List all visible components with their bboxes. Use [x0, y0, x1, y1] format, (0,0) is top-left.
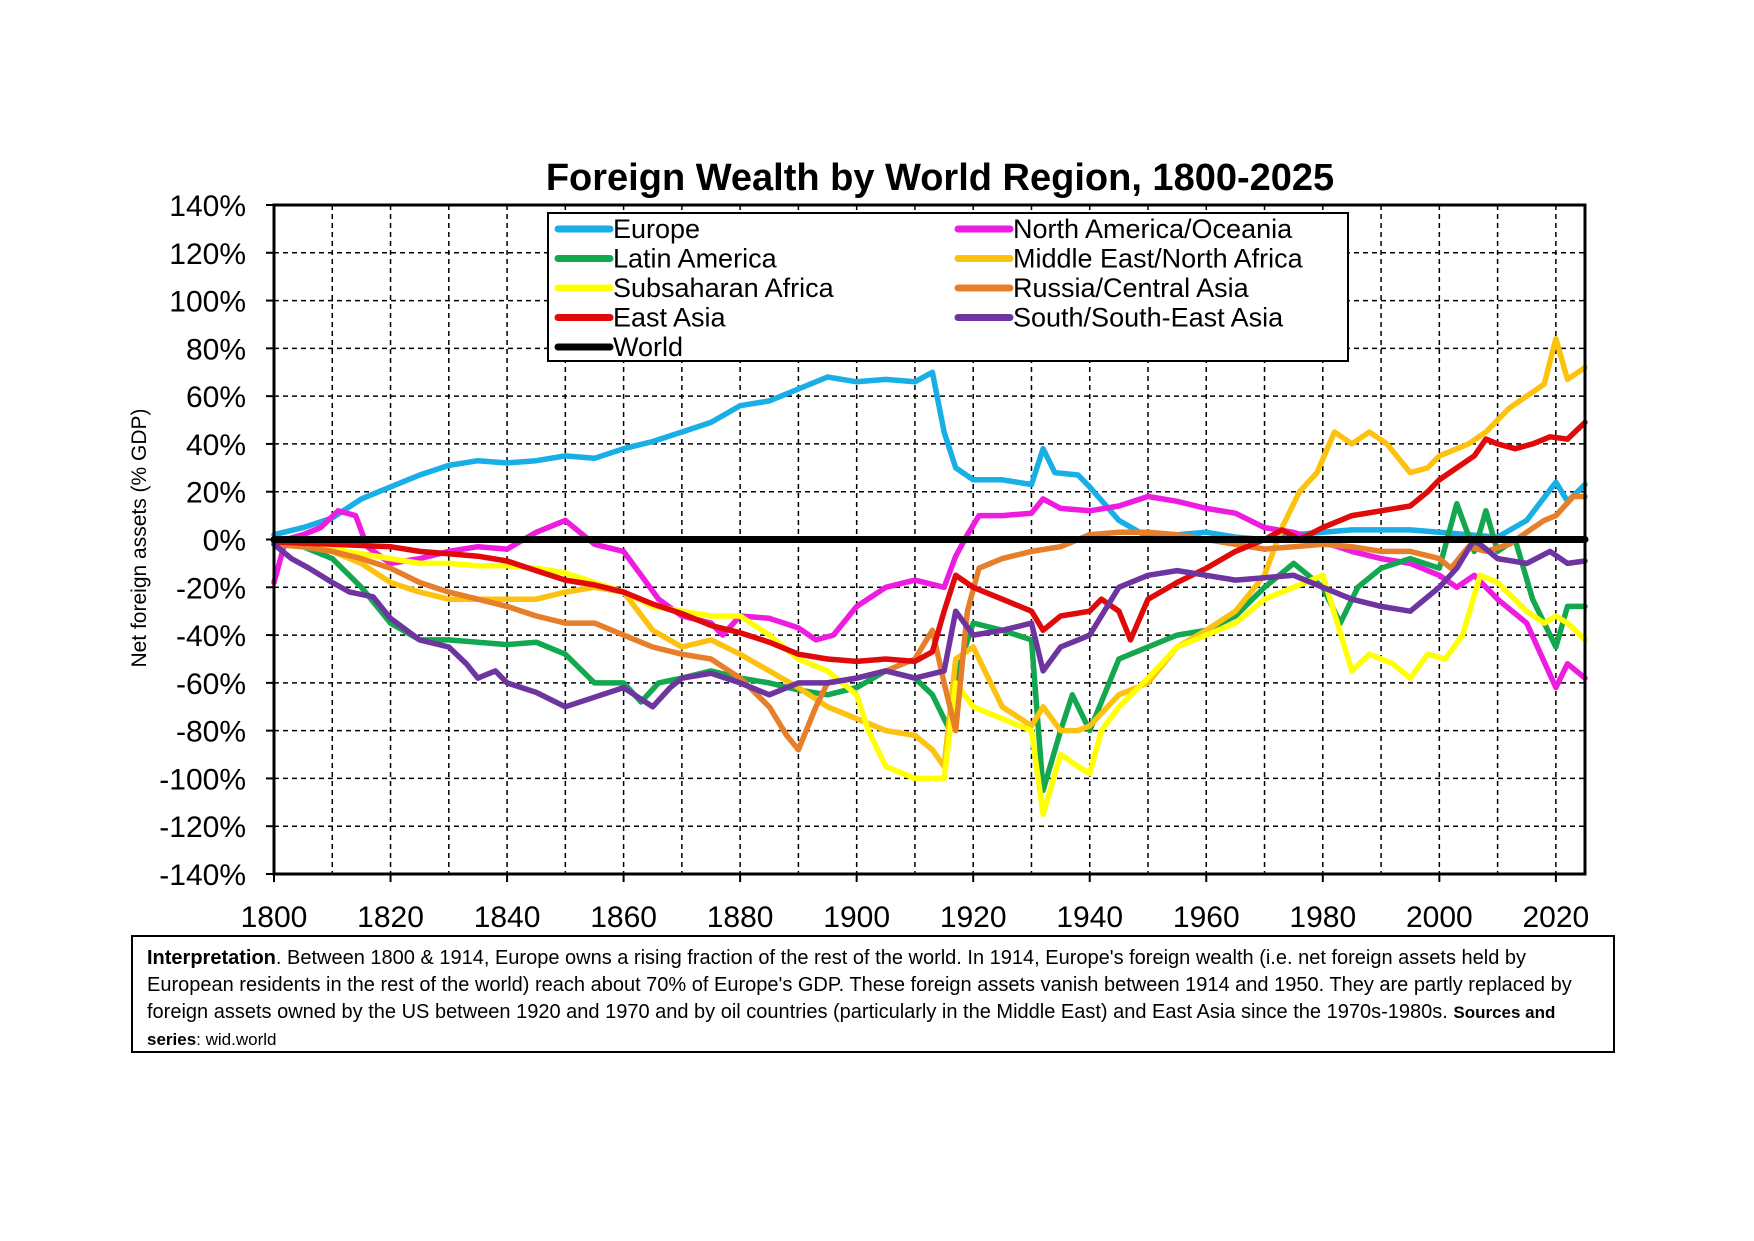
x-tick-label: 1840 [474, 901, 541, 934]
series-lines [271, 336, 1588, 818]
y-tick-label: 140% [169, 190, 246, 223]
sources-value: : wid.world [196, 1030, 277, 1049]
x-tick-label: 1920 [940, 901, 1007, 934]
y-tick-label: -100% [159, 763, 246, 796]
x-tick-label: 1940 [1056, 901, 1123, 934]
y-tick-label: -40% [176, 620, 246, 653]
x-tick-label: 1900 [823, 901, 890, 934]
y-tick-label: -140% [159, 859, 246, 892]
y-tick-label: 80% [186, 333, 246, 366]
x-tick-label: 2000 [1406, 901, 1473, 934]
x-tick-label: 2020 [1522, 901, 1589, 934]
legend-label-middle-east-north-africa: Middle East/North Africa [1013, 244, 1304, 274]
y-axis-tick-labels: 140% 120% 100% 80% 60% 40% 20% 0% -20% -40% -60% -8… [159, 190, 274, 892]
y-axis-label: Net foreign assets (% GDP) [128, 408, 151, 667]
x-axis-tick-labels: 1800 1820 1840 1860 1880 1900 1920 1940 1960 1980… [241, 874, 1589, 934]
y-tick-label: 0% [203, 525, 246, 558]
y-tick-label: 120% [169, 238, 246, 271]
y-tick-label: 100% [169, 286, 246, 319]
y-tick-label: -20% [176, 572, 246, 605]
x-tick-label: 1800 [241, 901, 308, 934]
legend-label-south-south-east-asia: South/South-East Asia [1013, 303, 1284, 333]
x-tick-label: 1880 [707, 901, 774, 934]
series-line-europe [271, 369, 1588, 543]
legend-label-world: World [613, 332, 683, 362]
chart-title: Foreign Wealth by World Region, 1800-202… [546, 157, 1334, 199]
series-line-east-asia [271, 419, 1588, 665]
y-tick-label: 40% [186, 429, 246, 462]
legend-label-east-asia: East Asia [613, 303, 727, 333]
x-tick-label: 1960 [1173, 901, 1240, 934]
y-tick-label: -120% [159, 811, 246, 844]
legend-label-subsaharan-africa: Subsaharan Africa [613, 273, 835, 303]
x-tick-label: 1820 [357, 901, 424, 934]
legend-label-latin-america: Latin America [613, 244, 778, 274]
interpretation-text: . Between 1800 & 1914, Europe owns a ris… [147, 947, 1572, 1023]
series-line-latin-america [271, 500, 1588, 794]
y-tick-label: 60% [186, 381, 246, 414]
series-line-north-america-oceania [271, 493, 1588, 691]
sources-label: Sources and series [147, 1003, 1556, 1049]
interpretation-note: Interpretation. Between 1800 & 1914, Eur… [131, 935, 1615, 1053]
legend-label-russia-central-asia: Russia/Central Asia [1013, 273, 1250, 303]
y-tick-label: -80% [176, 716, 246, 749]
plot-frame [272, 203, 1587, 876]
legend-label-europe: Europe [613, 214, 700, 244]
legend: Europe North America/Oceania Latin America… [547, 212, 1349, 362]
series-line-south-south-east-asia [271, 536, 1588, 710]
x-tick-label: 1860 [590, 901, 657, 934]
series-line-subsaharan-africa [271, 541, 1588, 818]
y-tick-label: -60% [176, 668, 246, 701]
legend-box [547, 212, 1349, 362]
series-line-middle-east-north-africa [271, 336, 1588, 770]
y-tick-label: 20% [186, 477, 246, 510]
x-tick-label: 1980 [1289, 901, 1356, 934]
interpretation-label: Interpretation [147, 947, 276, 969]
legend-label-north-america-oceania: North America/Oceania [1013, 214, 1293, 244]
series-line-russia-central-asia [271, 493, 1588, 753]
